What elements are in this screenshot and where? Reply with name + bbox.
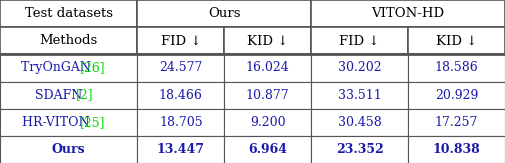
Bar xyxy=(0,82,137,109)
Text: SDAFN [2]: SDAFN [2] xyxy=(34,89,103,102)
Bar xyxy=(0,54,137,82)
Bar xyxy=(0,27,137,54)
Text: FID ↓: FID ↓ xyxy=(161,34,201,47)
Text: [2]: [2] xyxy=(76,89,94,102)
Bar xyxy=(408,109,505,136)
Bar xyxy=(137,82,224,109)
Text: 20.929: 20.929 xyxy=(435,89,478,102)
Bar xyxy=(224,82,311,109)
Bar xyxy=(311,109,408,136)
Bar xyxy=(311,54,408,82)
Text: 16.024: 16.024 xyxy=(246,61,289,74)
Text: Ours: Ours xyxy=(52,143,85,156)
Bar xyxy=(137,54,224,82)
Text: 13.447: 13.447 xyxy=(157,143,205,156)
Text: HR-VITON [25]: HR-VITON [25] xyxy=(20,116,117,129)
Bar xyxy=(408,82,505,109)
Bar xyxy=(0,0,137,27)
Bar xyxy=(311,82,408,109)
Bar xyxy=(224,27,311,54)
Text: 33.511: 33.511 xyxy=(338,89,381,102)
Bar xyxy=(224,136,311,163)
Text: Ours: Ours xyxy=(208,7,240,20)
Bar xyxy=(311,27,408,54)
Bar xyxy=(408,136,505,163)
Text: 23.352: 23.352 xyxy=(336,143,383,156)
Bar xyxy=(311,136,408,163)
Text: 6.964: 6.964 xyxy=(248,143,287,156)
Text: 30.458: 30.458 xyxy=(338,116,381,129)
Text: 10.877: 10.877 xyxy=(246,89,289,102)
Text: KID ↓: KID ↓ xyxy=(247,34,288,47)
Text: [26]: [26] xyxy=(80,61,106,74)
Bar xyxy=(137,27,224,54)
Text: FID ↓: FID ↓ xyxy=(339,34,380,47)
Bar xyxy=(311,0,505,27)
Bar xyxy=(0,109,137,136)
Text: 10.838: 10.838 xyxy=(433,143,480,156)
Text: TryOnGAN [26]: TryOnGAN [26] xyxy=(19,61,119,74)
Text: Methods: Methods xyxy=(39,34,98,47)
Text: 18.466: 18.466 xyxy=(159,89,203,102)
Bar xyxy=(408,27,505,54)
Text: 18.586: 18.586 xyxy=(435,61,478,74)
Text: [25]: [25] xyxy=(80,116,106,129)
Text: TryOnGAN: TryOnGAN xyxy=(21,61,95,74)
Text: 9.200: 9.200 xyxy=(250,116,285,129)
Text: Test datasets: Test datasets xyxy=(25,7,113,20)
Text: 17.257: 17.257 xyxy=(435,116,478,129)
Text: 30.202: 30.202 xyxy=(338,61,381,74)
Text: VITON-HD: VITON-HD xyxy=(372,7,444,20)
Bar xyxy=(224,109,311,136)
Text: SDAFN: SDAFN xyxy=(35,89,86,102)
Bar xyxy=(224,54,311,82)
Text: 18.705: 18.705 xyxy=(159,116,203,129)
Bar xyxy=(137,109,224,136)
Bar xyxy=(137,0,311,27)
Text: KID ↓: KID ↓ xyxy=(436,34,477,47)
Text: HR-VITON: HR-VITON xyxy=(22,116,93,129)
Bar xyxy=(0,136,137,163)
Bar xyxy=(137,136,224,163)
Bar xyxy=(408,54,505,82)
Text: 24.577: 24.577 xyxy=(159,61,203,74)
